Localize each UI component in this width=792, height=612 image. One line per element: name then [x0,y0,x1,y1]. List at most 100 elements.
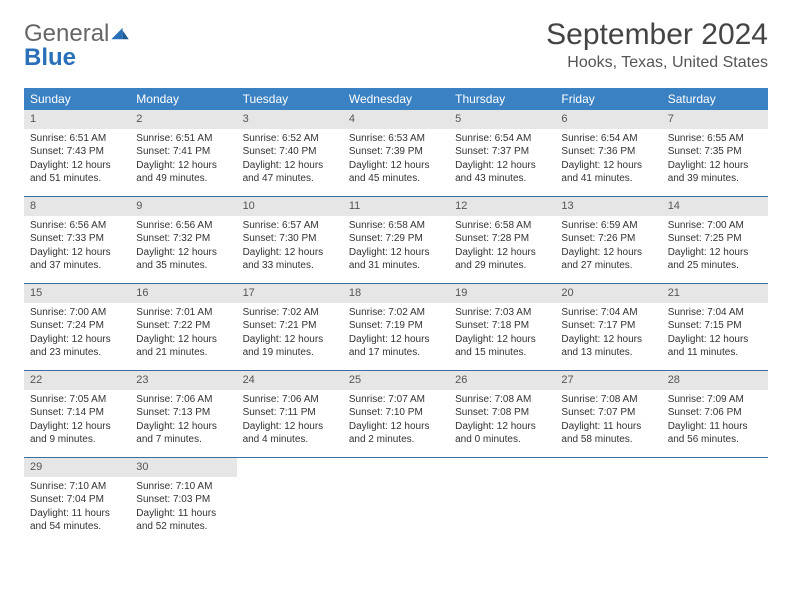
sunset-text: Sunset: 7:37 PM [455,145,549,159]
day-cell: 9Sunrise: 6:56 AMSunset: 7:32 PMDaylight… [130,197,236,283]
day-body: Sunrise: 7:02 AMSunset: 7:19 PMDaylight:… [343,303,449,366]
sunset-text: Sunset: 7:08 PM [455,406,549,420]
week-row: 22Sunrise: 7:05 AMSunset: 7:14 PMDayligh… [24,371,768,458]
day-body: Sunrise: 7:05 AMSunset: 7:14 PMDaylight:… [24,390,130,453]
day-body: Sunrise: 7:00 AMSunset: 7:25 PMDaylight:… [662,216,768,279]
day-cell: 28Sunrise: 7:09 AMSunset: 7:06 PMDayligh… [662,371,768,457]
day-number: 25 [343,371,449,390]
daylight-text: Daylight: 12 hours and 4 minutes. [243,420,337,447]
sunrise-text: Sunrise: 7:09 AM [668,393,762,407]
daylight-text: Daylight: 12 hours and 17 minutes. [349,333,443,360]
sunset-text: Sunset: 7:21 PM [243,319,337,333]
daylight-text: Daylight: 12 hours and 27 minutes. [561,246,655,273]
daylight-text: Daylight: 12 hours and 21 minutes. [136,333,230,360]
sunrise-text: Sunrise: 7:00 AM [668,219,762,233]
day-body: Sunrise: 7:00 AMSunset: 7:24 PMDaylight:… [24,303,130,366]
sunrise-text: Sunrise: 6:51 AM [136,132,230,146]
brand-word2: Blue [24,44,76,71]
weekday-header: Sunday [24,88,130,110]
weekday-header: Saturday [662,88,768,110]
day-cell: 18Sunrise: 7:02 AMSunset: 7:19 PMDayligh… [343,284,449,370]
daylight-text: Daylight: 12 hours and 51 minutes. [30,159,124,186]
empty-cell [662,458,768,544]
sunrise-text: Sunrise: 7:04 AM [668,306,762,320]
day-body: Sunrise: 7:08 AMSunset: 7:08 PMDaylight:… [449,390,555,453]
day-body: Sunrise: 7:09 AMSunset: 7:06 PMDaylight:… [662,390,768,453]
sunrise-text: Sunrise: 6:51 AM [30,132,124,146]
day-body: Sunrise: 7:06 AMSunset: 7:11 PMDaylight:… [237,390,343,453]
day-cell: 6Sunrise: 6:54 AMSunset: 7:36 PMDaylight… [555,110,661,196]
day-number: 24 [237,371,343,390]
day-number: 6 [555,110,661,129]
day-cell: 2Sunrise: 6:51 AMSunset: 7:41 PMDaylight… [130,110,236,196]
month-title: September 2024 [546,18,768,52]
daylight-text: Daylight: 11 hours and 54 minutes. [30,507,124,534]
sunset-text: Sunset: 7:07 PM [561,406,655,420]
sunset-text: Sunset: 7:03 PM [136,493,230,507]
day-cell: 11Sunrise: 6:58 AMSunset: 7:29 PMDayligh… [343,197,449,283]
day-number: 17 [237,284,343,303]
day-number: 12 [449,197,555,216]
sunset-text: Sunset: 7:06 PM [668,406,762,420]
day-body: Sunrise: 6:58 AMSunset: 7:29 PMDaylight:… [343,216,449,279]
day-number: 22 [24,371,130,390]
weekday-header: Monday [130,88,236,110]
sunset-text: Sunset: 7:25 PM [668,232,762,246]
daylight-text: Daylight: 12 hours and 25 minutes. [668,246,762,273]
daylight-text: Daylight: 12 hours and 9 minutes. [30,420,124,447]
day-number: 18 [343,284,449,303]
day-body: Sunrise: 6:52 AMSunset: 7:40 PMDaylight:… [237,129,343,192]
brand-triangle-icon [110,27,130,41]
day-cell: 16Sunrise: 7:01 AMSunset: 7:22 PMDayligh… [130,284,236,370]
sunset-text: Sunset: 7:13 PM [136,406,230,420]
sunset-text: Sunset: 7:32 PM [136,232,230,246]
day-body: Sunrise: 7:08 AMSunset: 7:07 PMDaylight:… [555,390,661,453]
day-number: 9 [130,197,236,216]
sunrise-text: Sunrise: 7:02 AM [349,306,443,320]
sunrise-text: Sunrise: 7:07 AM [349,393,443,407]
day-cell: 3Sunrise: 6:52 AMSunset: 7:40 PMDaylight… [237,110,343,196]
sunrise-text: Sunrise: 6:58 AM [349,219,443,233]
daylight-text: Daylight: 12 hours and 13 minutes. [561,333,655,360]
sunrise-text: Sunrise: 7:04 AM [561,306,655,320]
brand-word1: General [24,20,109,47]
sunset-text: Sunset: 7:15 PM [668,319,762,333]
day-cell: 27Sunrise: 7:08 AMSunset: 7:07 PMDayligh… [555,371,661,457]
sunrise-text: Sunrise: 7:06 AM [136,393,230,407]
sunset-text: Sunset: 7:24 PM [30,319,124,333]
day-number: 20 [555,284,661,303]
sunset-text: Sunset: 7:04 PM [30,493,124,507]
day-number: 19 [449,284,555,303]
day-cell: 29Sunrise: 7:10 AMSunset: 7:04 PMDayligh… [24,458,130,544]
day-number: 5 [449,110,555,129]
daylight-text: Daylight: 12 hours and 2 minutes. [349,420,443,447]
day-body: Sunrise: 6:56 AMSunset: 7:32 PMDaylight:… [130,216,236,279]
daylight-text: Daylight: 11 hours and 52 minutes. [136,507,230,534]
day-number: 27 [555,371,661,390]
day-body: Sunrise: 6:55 AMSunset: 7:35 PMDaylight:… [662,129,768,192]
daylight-text: Daylight: 12 hours and 19 minutes. [243,333,337,360]
day-body: Sunrise: 6:56 AMSunset: 7:33 PMDaylight:… [24,216,130,279]
sunrise-text: Sunrise: 6:59 AM [561,219,655,233]
sunset-text: Sunset: 7:36 PM [561,145,655,159]
day-number: 7 [662,110,768,129]
day-number: 29 [24,458,130,477]
day-body: Sunrise: 7:01 AMSunset: 7:22 PMDaylight:… [130,303,236,366]
daylight-text: Daylight: 12 hours and 45 minutes. [349,159,443,186]
brand-logo: GeneralBlue [24,18,130,70]
sunset-text: Sunset: 7:14 PM [30,406,124,420]
sunrise-text: Sunrise: 6:53 AM [349,132,443,146]
day-cell: 5Sunrise: 6:54 AMSunset: 7:37 PMDaylight… [449,110,555,196]
day-body: Sunrise: 7:10 AMSunset: 7:04 PMDaylight:… [24,477,130,540]
sunrise-text: Sunrise: 7:03 AM [455,306,549,320]
weekday-header: Wednesday [343,88,449,110]
sunrise-text: Sunrise: 6:52 AM [243,132,337,146]
sunset-text: Sunset: 7:35 PM [668,145,762,159]
daylight-text: Daylight: 12 hours and 39 minutes. [668,159,762,186]
day-body: Sunrise: 7:03 AMSunset: 7:18 PMDaylight:… [449,303,555,366]
day-number: 2 [130,110,236,129]
day-cell: 1Sunrise: 6:51 AMSunset: 7:43 PMDaylight… [24,110,130,196]
day-number: 23 [130,371,236,390]
sunrise-text: Sunrise: 6:57 AM [243,219,337,233]
sunset-text: Sunset: 7:26 PM [561,232,655,246]
